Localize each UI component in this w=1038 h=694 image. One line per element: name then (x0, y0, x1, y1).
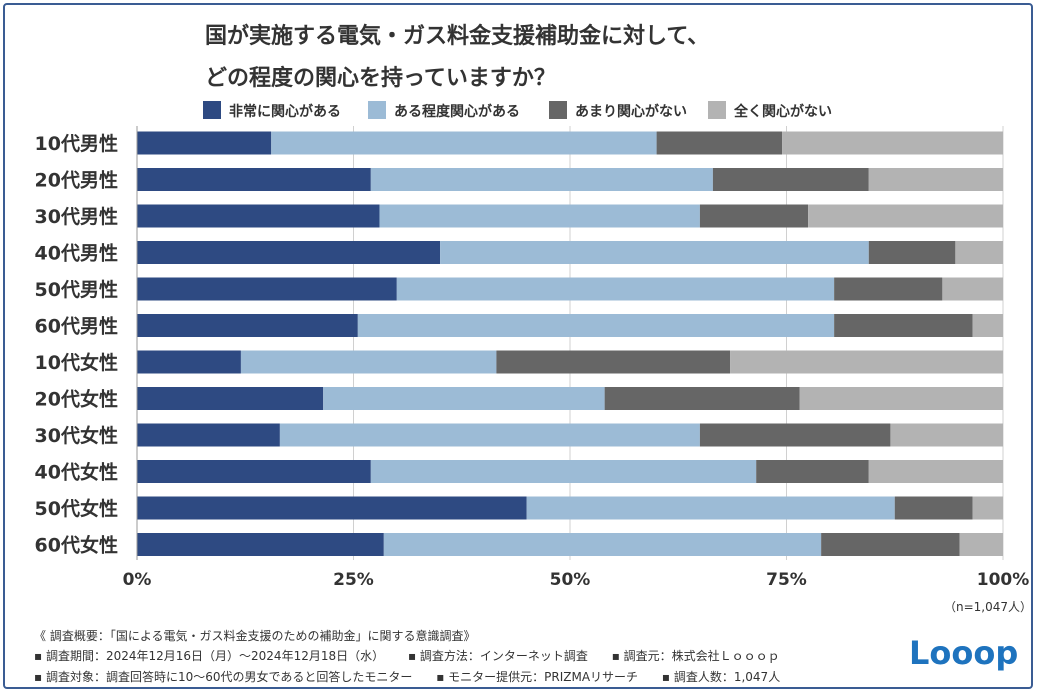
survey-target: ▪ 調査対象：調査回答時に10〜60代の男女であると回答したモニター (34, 670, 413, 684)
bar-segment (712, 168, 869, 191)
bar-segment (526, 496, 895, 520)
legend-swatch (203, 101, 221, 119)
chart-title-line-2: どの程度の関心を持っていますか？ (205, 66, 556, 91)
bar-segment (942, 277, 1003, 301)
bar-segment (834, 277, 943, 301)
logo-text: Looop (909, 634, 1018, 672)
legend-swatch (549, 101, 567, 119)
sample-size-label: （n=1,047人） (944, 600, 1033, 614)
survey-method: ▪ 調査方法：インターネット調査 (407, 649, 588, 663)
bar-segment (271, 131, 657, 155)
category-label: 40代女性 (35, 461, 118, 484)
looop-logo: Looop (909, 634, 1018, 672)
bar-segment (396, 277, 835, 301)
legend-label: あまり関心がない (575, 103, 687, 120)
legend-label: ある程度関心がある (394, 103, 520, 120)
bar-segment (279, 423, 700, 447)
bar-segment (868, 241, 956, 264)
bar-segment (782, 131, 1003, 155)
legend-label: 非常に関心がある (229, 103, 341, 120)
bar-segment (370, 168, 713, 191)
category-label: 20代女性 (35, 388, 118, 411)
bar-segment (137, 204, 380, 228)
bar-segment (656, 131, 783, 155)
bar-segment (240, 350, 497, 374)
bar-segment (868, 460, 1003, 483)
survey-count: ▪ 調査人数：1,047人 (661, 670, 781, 684)
bar-segment (137, 131, 272, 155)
bar-segment (959, 533, 1003, 556)
survey-details-line-1: ▪ 調査期間：2024年12月16日（月）〜2024年12月18日（水） ▪ 調… (34, 647, 800, 664)
bar-segment (890, 423, 1003, 447)
bar-segment (370, 460, 757, 483)
bar-segment (383, 533, 822, 556)
category-label: 60代女性 (35, 534, 118, 557)
x-tick-label: 50% (550, 570, 591, 590)
bar-segment (137, 496, 527, 520)
category-label: 60代男性 (35, 315, 118, 338)
bar-segment (137, 168, 371, 191)
bar-segment (379, 204, 700, 228)
legend-swatch (708, 101, 726, 119)
survey-source: ▪ 調査元：株式会社Ｌｏｏｏｐ (611, 649, 780, 663)
survey-overview: 《 調査概要：「国による電気・ガス料金支援のための補助金」に関する意識調査》 (34, 629, 476, 643)
category-label: 30代男性 (35, 205, 118, 228)
bar-segment (799, 387, 1003, 410)
category-label: 50代女性 (35, 497, 118, 520)
bar-segment (357, 314, 835, 337)
category-label: 30代女性 (35, 424, 118, 447)
bar-segment (699, 204, 809, 228)
bar-segment (323, 387, 605, 410)
bar-segment (440, 241, 869, 264)
bar-segment (137, 314, 358, 337)
x-tick-label: 100% (977, 570, 1030, 590)
category-label: 20代男性 (35, 169, 118, 192)
bar-segment (137, 277, 397, 301)
bar-segment (868, 168, 1003, 191)
category-label: 40代男性 (35, 242, 118, 265)
bar-segment (808, 204, 1003, 228)
bar-segment (821, 533, 960, 556)
x-tick-label: 0% (123, 570, 152, 590)
bar-segment (756, 460, 869, 483)
bar-segment (137, 241, 441, 264)
legend-label: 全く関心がない (733, 103, 832, 120)
survey-provider: ▪ モニター提供元：PRIZMAリサーチ (436, 670, 639, 684)
bar-segment (972, 496, 1003, 520)
legend-swatch (368, 101, 386, 119)
bar-segment (137, 423, 280, 447)
bar-segment (699, 423, 891, 447)
bar-segment (730, 350, 1003, 374)
x-tick-label: 25% (333, 570, 374, 590)
bar-segment (604, 387, 800, 410)
bar-segment (137, 350, 241, 374)
category-label: 10代男性 (35, 132, 118, 155)
bar-segment (137, 387, 324, 410)
chart-frame (3, 3, 1033, 689)
bar-segment (496, 350, 731, 374)
bar-segment (137, 460, 371, 483)
survey-details-line-2: ▪ 調査対象：調査回答時に10〜60代の男女であると回答したモニター ▪ モニタ… (34, 668, 800, 685)
survey-period: ▪ 調査期間：2024年12月16日（月）〜2024年12月18日（水） (34, 649, 385, 663)
chart-title-line-1: 国が実施する電気・ガス料金支援補助金に対して、 (205, 24, 710, 49)
bar-segment (137, 533, 384, 556)
category-label: 10代女性 (35, 351, 118, 374)
bar-segment (834, 314, 973, 337)
bar-segment (894, 496, 973, 520)
bar-segment (972, 314, 1003, 337)
bar-segment (955, 241, 1003, 264)
x-tick-label: 75% (766, 570, 807, 590)
category-label: 50代男性 (35, 278, 118, 301)
